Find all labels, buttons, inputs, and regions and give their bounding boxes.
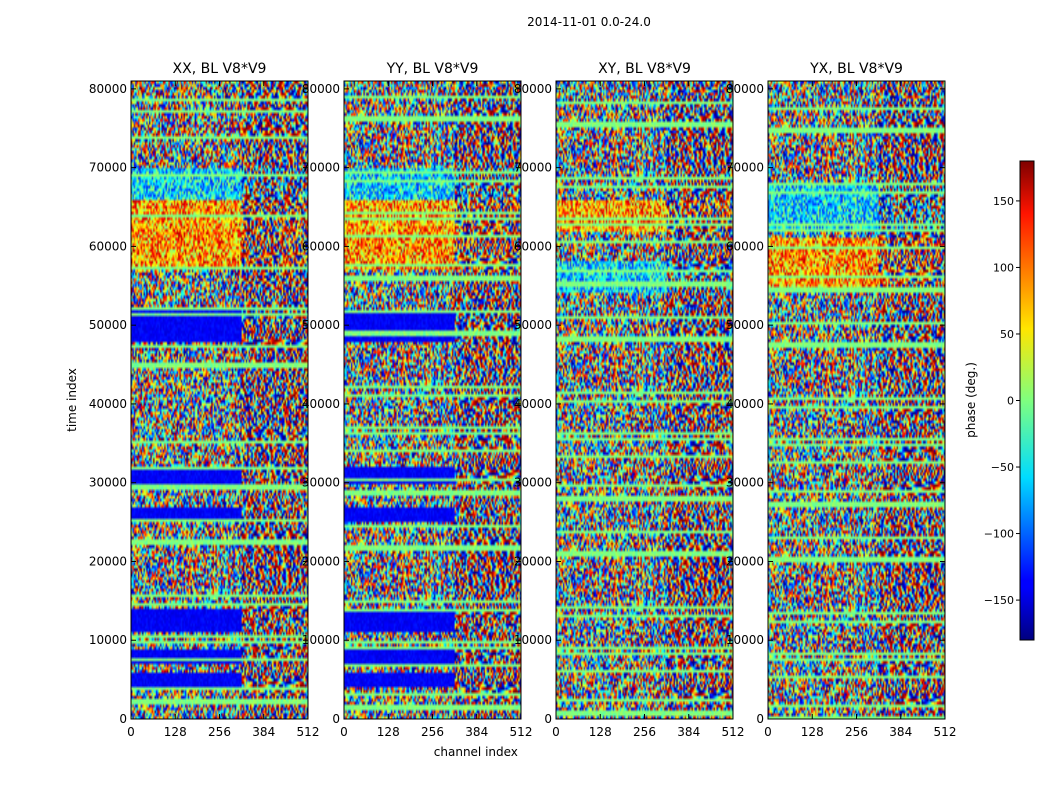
x-tick-label: 0	[340, 725, 348, 739]
colorbar-ticks: 150 100 50 0 −50 −100 −150	[984, 195, 1020, 607]
y-tick-label: 40000	[89, 397, 127, 411]
colorbar-tick-label: −50	[991, 461, 1014, 474]
y-tick-label: 80000	[726, 82, 764, 96]
y-tick-label: 20000	[514, 554, 552, 568]
x-tick-label: 128	[377, 725, 400, 739]
x-tick-label: 128	[801, 725, 824, 739]
y-tick-label: 30000	[302, 476, 340, 490]
y-tick-label: 80000	[302, 82, 340, 96]
colorbar-tick-label: 50	[1000, 328, 1014, 341]
panels: XX, BL V8*V9 0 128 256 384 512 0 10000 20000 3000…	[65, 61, 956, 759]
y-tick-label: 70000	[514, 161, 552, 175]
colorbar-tick-label: 150	[993, 195, 1014, 208]
y-tick-label: 40000	[514, 397, 552, 411]
y-tick-label: 60000	[514, 239, 552, 253]
x-tick-label: 0	[764, 725, 772, 739]
y-tick-label: 50000	[302, 318, 340, 332]
x-tick-label: 384	[252, 725, 275, 739]
y-tick-label: 70000	[726, 161, 764, 175]
y-tick-label: 60000	[89, 239, 127, 253]
colorbar-gradient	[1019, 160, 1035, 641]
y-tick-label: 30000	[89, 476, 127, 490]
y-tick-label: 20000	[726, 554, 764, 568]
colorbar-tick-label: −150	[984, 594, 1014, 607]
heatmap-raster	[556, 81, 733, 719]
x-tick-label: 128	[589, 725, 612, 739]
y-tick-label: 10000	[514, 633, 552, 647]
x-tick-label: 0	[127, 725, 135, 739]
x-tick-label: 384	[677, 725, 700, 739]
panel-title: YX, BL V8*V9	[809, 61, 903, 77]
panel-2: XY, BL V8*V9 0 128 256 384 512 0 10000 20000 3000…	[514, 61, 745, 739]
y-tick-label: 20000	[89, 554, 127, 568]
heatmap-raster	[344, 81, 521, 719]
y-tick-label: 30000	[514, 476, 552, 490]
panel-3: YX, BL V8*V9 0 128 256 384 512 0 10000 20000 3000…	[726, 61, 957, 739]
x-tick-label: 256	[208, 725, 231, 739]
y-tick-label: 10000	[726, 633, 764, 647]
panel-title: YY, BL V8*V9	[386, 61, 479, 77]
y-tick-label: 80000	[514, 82, 552, 96]
y-tick-label: 0	[119, 712, 127, 726]
y-tick-label: 0	[756, 712, 764, 726]
x-axis-label: channel index	[434, 745, 518, 759]
x-tick-label: 512	[934, 725, 957, 739]
colorbar-tick-label: 0	[1007, 395, 1014, 408]
x-tick-label: 512	[510, 725, 533, 739]
y-tick-label: 60000	[302, 239, 340, 253]
panel-title: XX, BL V8*V9	[173, 61, 267, 77]
y-tick-label: 70000	[302, 161, 340, 175]
figure-suptitle: 2014-11-01 0.0-24.0	[527, 15, 651, 29]
x-tick-label: 384	[465, 725, 488, 739]
y-tick-label: 0	[544, 712, 552, 726]
x-tick-label: 512	[297, 725, 320, 739]
y-tick-label: 0	[332, 712, 340, 726]
y-tick-label: 60000	[726, 239, 764, 253]
x-tick-label: 128	[164, 725, 187, 739]
y-tick-label: 50000	[89, 318, 127, 332]
colorbar: phase (deg.) 150 100 50 0 −50 −100 −150	[964, 160, 1035, 641]
y-tick-label: 50000	[514, 318, 552, 332]
y-tick-label: 40000	[302, 397, 340, 411]
y-tick-label: 50000	[726, 318, 764, 332]
y-tick-label: 40000	[726, 397, 764, 411]
heatmap-raster	[131, 81, 308, 719]
x-tick-label: 256	[421, 725, 444, 739]
y-tick-label: 20000	[302, 554, 340, 568]
x-tick-label: 0	[552, 725, 560, 739]
panel-0: XX, BL V8*V9 0 128 256 384 512 0 10000 20000 3000…	[65, 61, 319, 739]
x-tick-label: 256	[633, 725, 656, 739]
y-tick-label: 80000	[89, 82, 127, 96]
panel-1: YY, BL V8*V9 0 128 256 384 512 0 10000 20000 3000…	[302, 61, 533, 759]
y-tick-label: 10000	[302, 633, 340, 647]
colorbar-tick-label: −100	[984, 528, 1014, 541]
x-tick-label: 384	[889, 725, 912, 739]
x-tick-label: 256	[845, 725, 868, 739]
y-tick-label: 30000	[726, 476, 764, 490]
colorbar-tick-label: 100	[993, 261, 1014, 274]
y-axis-label: time index	[65, 368, 79, 432]
heatmap-raster	[768, 81, 945, 719]
y-tick-label: 10000	[89, 633, 127, 647]
panel-title: XY, BL V8*V9	[598, 61, 691, 77]
y-tick-label: 70000	[89, 161, 127, 175]
x-tick-label: 512	[722, 725, 745, 739]
colorbar-label: phase (deg.)	[964, 362, 978, 438]
